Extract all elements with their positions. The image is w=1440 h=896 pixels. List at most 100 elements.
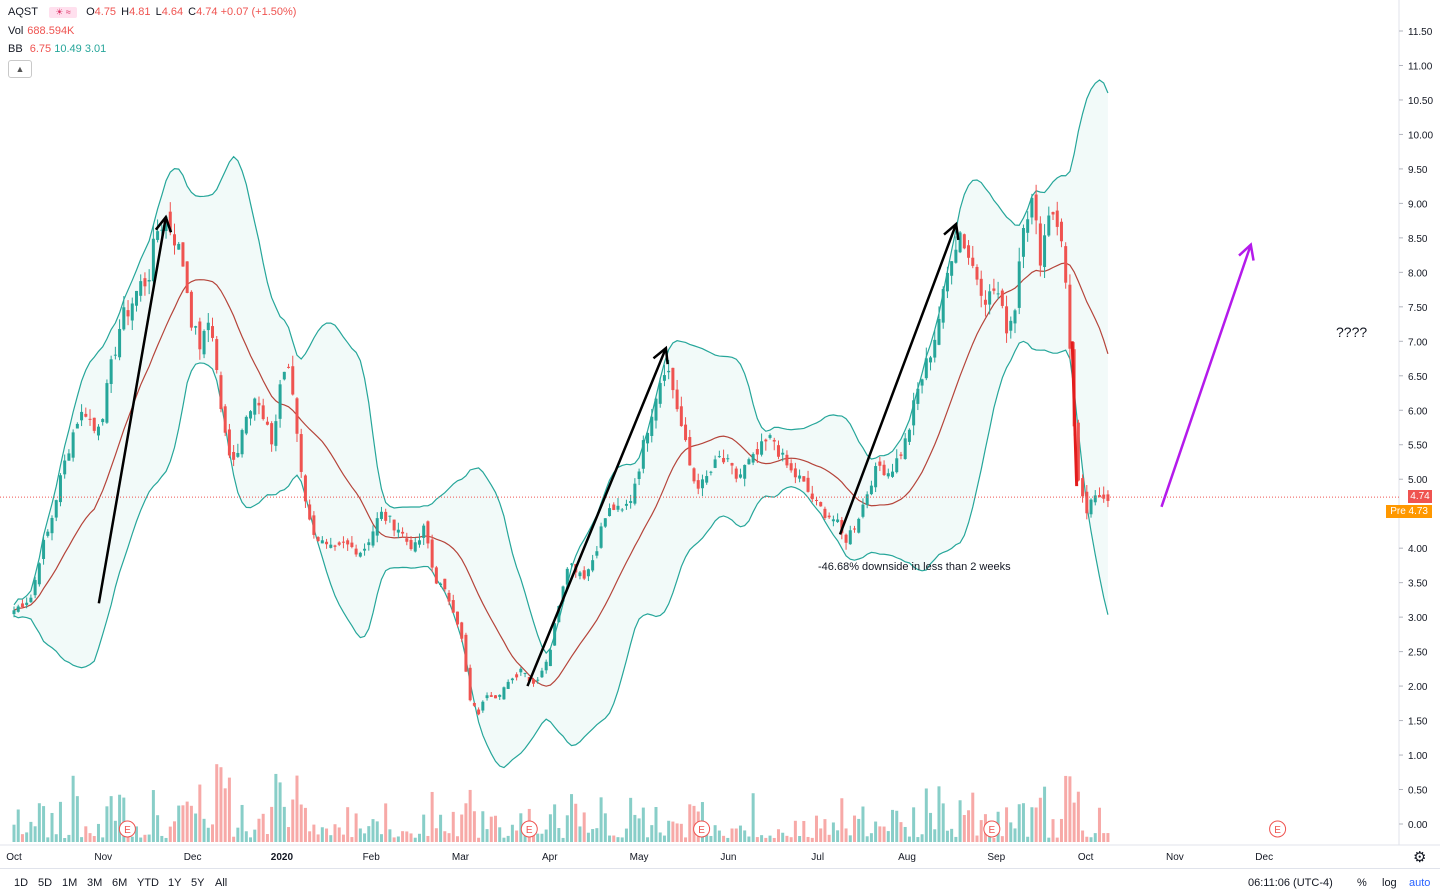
volume-bar <box>346 807 350 842</box>
volume-bar <box>177 805 181 842</box>
volume-bar <box>616 837 620 842</box>
candle-body <box>962 234 966 249</box>
volume-bar <box>489 816 493 842</box>
volume-bar <box>1085 836 1089 842</box>
volume-bar <box>950 828 954 842</box>
volume-bar <box>447 833 451 842</box>
candle-body <box>641 440 645 469</box>
candle-body <box>58 475 62 503</box>
candle-body <box>865 494 869 505</box>
candle-body <box>1097 495 1101 498</box>
range-1y-button[interactable]: 1Y <box>168 877 182 889</box>
candle-body <box>1051 212 1055 215</box>
range-5d-button[interactable]: 5D <box>38 877 53 889</box>
volume-bar <box>160 835 164 842</box>
volume-bar <box>1089 837 1093 842</box>
candle-body <box>726 458 730 460</box>
candle-body <box>798 475 802 479</box>
log-toggle[interactable]: log <box>1382 877 1397 889</box>
candle-body <box>1000 290 1004 306</box>
market-status-icon[interactable]: ☀ ≈ <box>49 6 78 18</box>
range-1d-button[interactable]: 1D <box>14 877 29 889</box>
candle-body <box>1034 194 1038 221</box>
volume-bar <box>37 803 41 842</box>
candle-body <box>71 432 75 458</box>
candle-body <box>413 542 417 552</box>
candle-body <box>485 695 489 699</box>
range-all-button[interactable]: All <box>215 877 228 889</box>
volume-bar <box>80 837 84 842</box>
volume-bar <box>1097 807 1101 842</box>
candle-body <box>29 597 33 603</box>
candle-body <box>929 357 933 363</box>
candle-body <box>540 670 544 678</box>
earnings-marker <box>520 820 538 838</box>
range-5y-button[interactable]: 5Y <box>191 877 205 889</box>
collapse-legend-button[interactable]: ▲ <box>8 60 32 78</box>
candle-body <box>401 531 405 534</box>
candle-body <box>257 402 261 406</box>
candle-body <box>899 454 903 456</box>
candle-body <box>992 288 996 291</box>
x-tick-label: Apr <box>542 852 558 863</box>
volume-bar <box>249 837 253 842</box>
range-ytd-button[interactable]: YTD <box>137 877 159 889</box>
candle-body <box>1043 235 1047 268</box>
candle-body <box>105 383 109 423</box>
candle-body <box>662 375 666 381</box>
candle-body <box>25 602 29 605</box>
candle-body <box>578 572 582 577</box>
volume-bar <box>270 806 274 842</box>
candle-body <box>75 423 79 429</box>
volume-bar <box>88 833 92 842</box>
candle-body <box>215 339 219 371</box>
candle-body <box>1089 499 1093 515</box>
settings-gear-icon[interactable]: ⚙ <box>1413 849 1426 866</box>
range-3m-button[interactable]: 3M <box>87 877 103 889</box>
range-6m-button[interactable]: 6M <box>112 877 128 889</box>
earnings-marker-label: E <box>988 825 995 836</box>
annotation-arrow <box>526 347 668 687</box>
x-tick-label: Aug <box>898 852 916 863</box>
y-tick-label: 6.00 <box>1408 406 1428 417</box>
percent-toggle[interactable]: % <box>1357 877 1367 889</box>
volume-bar <box>891 809 895 842</box>
clock-readout[interactable]: 06:11:06 (UTC-4) <box>1248 877 1333 889</box>
candle-body <box>734 468 738 479</box>
candle-body <box>996 293 1000 295</box>
candle-body <box>624 503 628 506</box>
volume-bar <box>493 815 497 842</box>
volume-bar <box>760 835 764 842</box>
volume-bar <box>730 828 734 842</box>
auto-toggle[interactable]: auto <box>1409 877 1431 889</box>
candle-body <box>557 605 561 623</box>
volume-bar <box>1034 807 1038 842</box>
volume-bar <box>84 826 88 842</box>
candle-body <box>1038 223 1042 266</box>
range-1m-button[interactable]: 1M <box>62 877 78 889</box>
candle-body <box>50 517 54 534</box>
volume-bar <box>151 790 155 842</box>
earnings-marker <box>1269 820 1287 838</box>
volume-bar <box>185 801 189 842</box>
candle-body <box>536 679 540 681</box>
candle-body <box>920 379 924 386</box>
candle-body <box>274 421 278 446</box>
last-price-tag: 4.74 <box>1408 490 1432 503</box>
annotation-arrowhead <box>154 214 173 233</box>
volume-bar <box>751 793 755 842</box>
bottom-toolbar: 1D 5D 1M 3M 6M YTD 1Y 5Y All 06:11:06 (U… <box>0 868 1440 896</box>
candle-body <box>688 437 692 466</box>
candle-body <box>1081 478 1085 497</box>
candle-body <box>113 354 117 356</box>
volume-bar <box>506 835 510 842</box>
volume-bar <box>1068 776 1072 842</box>
candle-body <box>730 463 734 466</box>
volume-bar <box>603 813 607 842</box>
candle-body <box>755 449 759 455</box>
candle-body <box>443 578 447 590</box>
earnings-marker-label: E <box>1274 825 1281 836</box>
candle-body <box>722 457 726 463</box>
candle-body <box>464 634 468 672</box>
